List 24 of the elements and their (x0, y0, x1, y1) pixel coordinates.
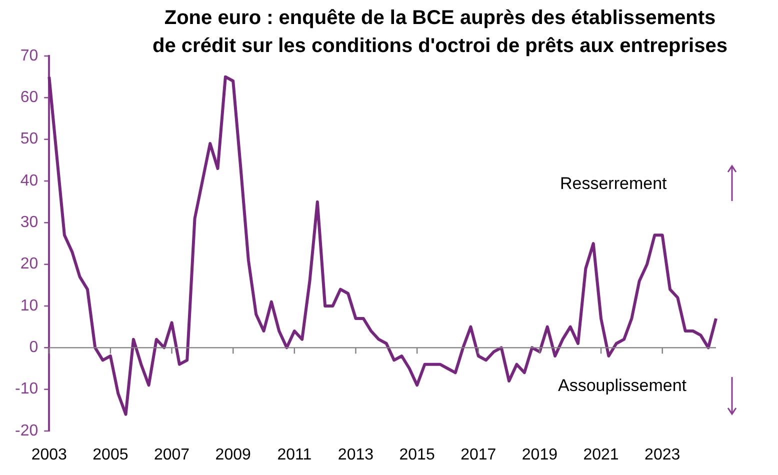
x-tick-label: 2023 (644, 446, 680, 464)
x-tick-label: 2009 (215, 446, 251, 464)
x-tick-label: 2011 (277, 446, 312, 464)
x-tick-label: 2005 (92, 446, 128, 464)
y-tick-label: 60 (20, 89, 38, 106)
y-tick-label: 20 (20, 256, 38, 273)
y-tick-label: 70 (20, 47, 38, 64)
y-tick-label: 0 (29, 339, 38, 356)
annotation: Assouplissement (558, 376, 687, 396)
y-tick-label: -20 (15, 422, 38, 440)
x-tick-label: 2019 (522, 446, 558, 464)
annotation: Resserrement (560, 174, 667, 194)
x-tick-label: 2015 (399, 446, 435, 464)
x-tick-label: 2003 (31, 446, 68, 464)
y-tick-label: 10 (20, 297, 38, 314)
x-tick-label: 2007 (154, 446, 190, 464)
y-tick-label: 40 (20, 172, 38, 190)
x-tick-label: 2021 (583, 446, 619, 464)
y-tick-label: 30 (20, 214, 38, 232)
chart-title: Zone euro : enquête de la BCE auprès des établissements de crédit sur les conditions d'octroi de prêts aux entreprises (152, 6, 728, 59)
x-tick-label: 2017 (460, 446, 496, 464)
x-tick-label: 2013 (338, 446, 374, 464)
y-tick-label: 50 (20, 130, 38, 148)
y-tick-label: -10 (15, 380, 38, 398)
